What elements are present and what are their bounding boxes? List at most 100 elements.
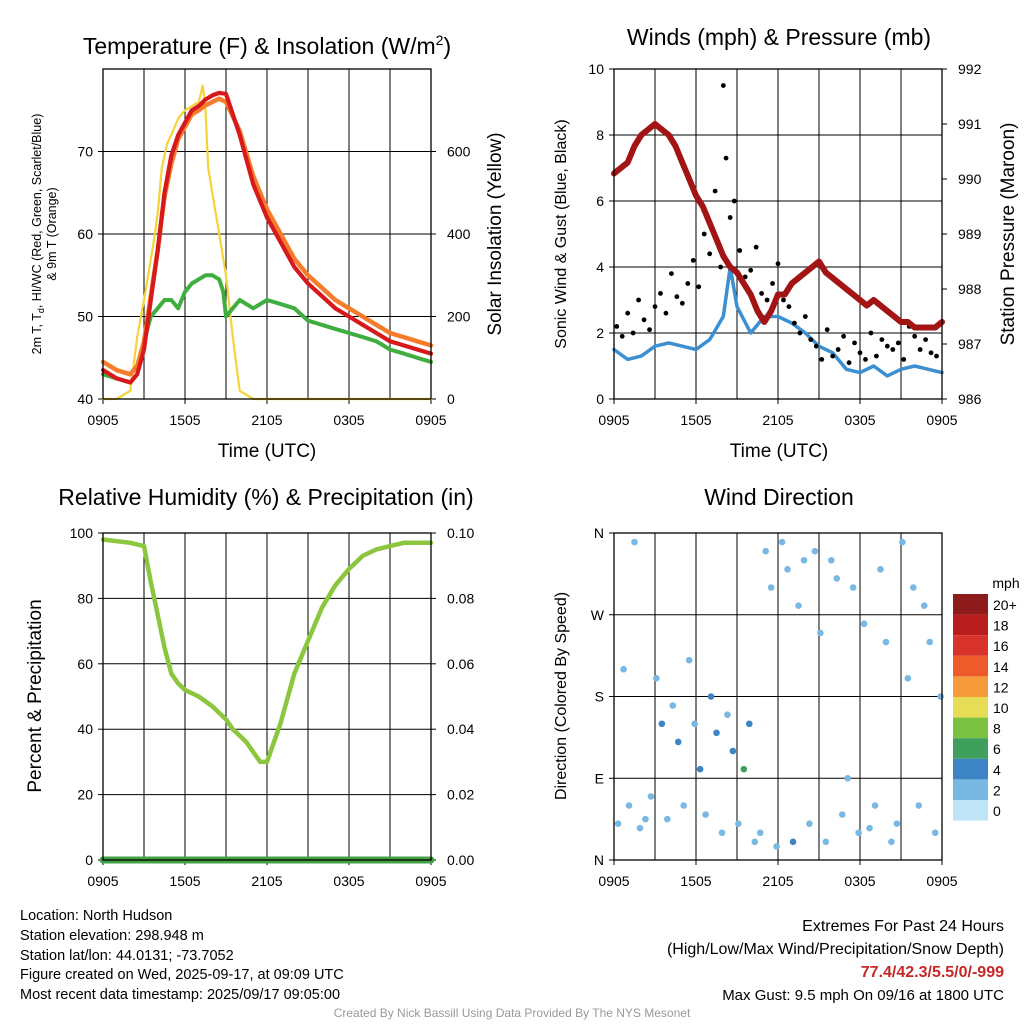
gust-point (619, 333, 625, 339)
gust-point (830, 353, 836, 359)
direction-point (664, 815, 671, 823)
direction-point (631, 538, 638, 546)
temperature-y-label-line2: & 9m T (Orange) (45, 187, 59, 280)
legend-label: 0 (993, 803, 1001, 819)
info-location: Location: North Hudson (20, 908, 173, 924)
gust-point (748, 267, 754, 273)
0-x-tick-label: 0905 (87, 412, 118, 428)
gust-point (690, 258, 696, 263)
direction-panel-title: Wind Direction (704, 484, 854, 510)
gust-point (884, 343, 890, 349)
2-y2-tick-label: 0.02 (447, 787, 474, 803)
3-y-tick-label: W (591, 607, 605, 623)
direction-point (931, 829, 939, 837)
1-x-tick-label: 0905 (926, 412, 957, 428)
info-recent: Most recent data timestamp: 2025/09/17 0… (20, 987, 341, 1003)
temperature-panel-title: Temperature (F) & Insolation (W/m2) (83, 32, 451, 59)
2-x-tick-label: 1505 (169, 873, 200, 889)
0-x-tick-label: 1505 (169, 412, 200, 428)
direction-point (713, 729, 720, 737)
gust-point (614, 324, 620, 329)
dewpoint-line (101, 273, 433, 385)
direction-point (833, 575, 841, 582)
1-y2-tick-label: 992 (958, 61, 982, 77)
direction-point (773, 843, 780, 850)
direction-point (685, 656, 693, 664)
0-y-tick-label: 40 (77, 391, 93, 407)
gust-point (759, 291, 764, 296)
info-elevation: Station elevation: 298.948 m (20, 928, 204, 944)
station-pressure-line (611, 121, 945, 331)
direction-point (718, 829, 726, 837)
gust-point (917, 347, 923, 352)
3-x-tick-label: 0305 (844, 873, 875, 889)
3-plot-area (609, 532, 943, 865)
1-x-tick-label: 0305 (844, 412, 875, 428)
legend-swatch (953, 594, 988, 615)
legend-label: 8 (993, 721, 1001, 737)
1-y-tick-label: 4 (596, 259, 604, 275)
gust-point (879, 337, 885, 342)
gust-point (874, 353, 879, 359)
wind-panel-title: Winds (mph) & Pressure (mb) (627, 24, 931, 50)
direction-point (696, 765, 704, 773)
gust-point (863, 357, 868, 362)
gust-point (841, 333, 846, 339)
gust-point (928, 350, 934, 356)
direction-point (888, 838, 895, 846)
gust-point (641, 317, 647, 323)
2-x-tick-label: 0305 (333, 873, 364, 889)
extremes-header: Extremes For Past 24 Hours (802, 918, 1004, 935)
gust-point (934, 353, 939, 359)
direction-point (767, 584, 775, 591)
legend-label: 2 (993, 782, 1001, 798)
gust-point (857, 350, 863, 356)
temp-ylabel-part: 2m T, T (30, 313, 44, 355)
gust-point (786, 304, 792, 309)
direction-point (789, 838, 797, 846)
legend-swatch (953, 655, 988, 677)
gust-point (846, 360, 852, 366)
3-x-tick-label: 0905 (598, 873, 629, 889)
3-y-tick-label: S (595, 689, 604, 705)
temperature-title-sup: 2 (436, 32, 444, 48)
gust-point (813, 343, 819, 349)
2-y-tick-label: 100 (70, 525, 94, 541)
2-y-tick-label: 0 (85, 852, 93, 868)
direction-point (860, 620, 868, 628)
legend-title: mph (992, 575, 1019, 591)
temperature-title-end: ) (443, 33, 451, 59)
gust-point (696, 284, 702, 290)
2-y-tick-label: 20 (77, 787, 93, 803)
2-y2-tick-label: 0.08 (447, 590, 474, 606)
direction-point (844, 774, 851, 782)
legend-swatch (953, 800, 988, 821)
legend-swatch (953, 635, 988, 656)
gust-point (819, 357, 825, 362)
legend-label: 6 (993, 741, 1001, 757)
direction-point (702, 811, 709, 818)
gust-point (775, 261, 781, 267)
direction-point (926, 638, 933, 646)
humidity-y-label: Percent & Precipitation (25, 599, 46, 792)
1-y2-tick-label: 991 (958, 116, 982, 132)
gust-point (802, 314, 808, 319)
direction-point (904, 675, 912, 682)
extremes-gust: Max Gust: 9.5 mph On 09/16 at 1800 UTC (722, 987, 1004, 1004)
gust-point (895, 340, 901, 346)
direction-point (724, 711, 731, 718)
legend-swatch (953, 758, 988, 780)
gust-point (625, 310, 631, 316)
gust-point (658, 291, 663, 296)
0-y2-tick-label: 400 (447, 226, 471, 242)
1-x-tick-label: 2105 (762, 412, 793, 428)
1-plot-area (609, 68, 947, 404)
direction-point (669, 702, 677, 709)
gust-point (901, 357, 907, 362)
gust-point (720, 83, 726, 88)
direction-point (871, 802, 879, 809)
direction-point (806, 820, 813, 827)
gust-point (731, 198, 737, 204)
gust-point (718, 264, 723, 270)
extremes-values: 77.4/42.3/5.5/0/-999 (860, 964, 1004, 981)
